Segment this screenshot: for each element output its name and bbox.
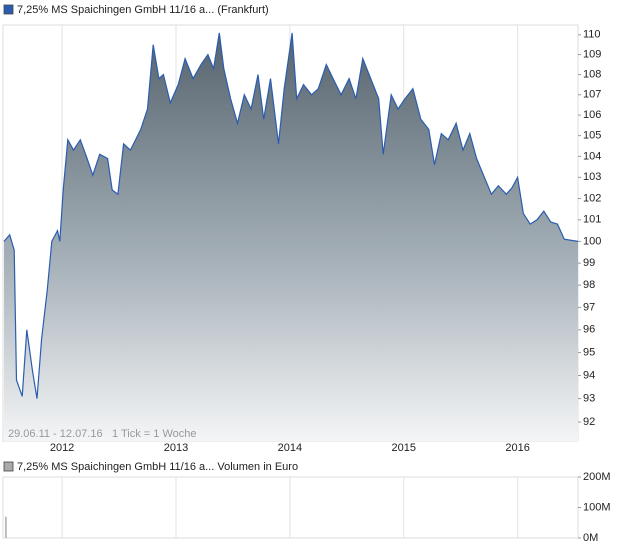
y-tick-label: 94 bbox=[583, 369, 595, 381]
y-tick-label: 104 bbox=[583, 150, 601, 162]
annotation: 29.06.11 - 12.07.16 bbox=[8, 428, 103, 440]
x-tick-label: 2016 bbox=[505, 442, 529, 454]
legend-swatch bbox=[3, 461, 14, 472]
y-tick-label: 103 bbox=[583, 171, 601, 183]
y-tick-label: 105 bbox=[583, 130, 601, 142]
annotation: 1 Tick = 1 Woche bbox=[112, 428, 196, 440]
x-tick-label: 2012 bbox=[50, 442, 74, 454]
y-tick-label: 95 bbox=[583, 346, 595, 358]
y-tick-label: 102 bbox=[583, 192, 601, 204]
y-tick-label: 108 bbox=[583, 68, 601, 80]
y-tick-label: 0M bbox=[583, 532, 598, 544]
plot-frame bbox=[2, 476, 579, 539]
price-line bbox=[3, 32, 579, 399]
y-tick-label: 99 bbox=[583, 257, 595, 269]
y-tick-label: 93 bbox=[583, 393, 595, 405]
x-tick-label: 2015 bbox=[392, 442, 416, 454]
y-tick-label: 96 bbox=[583, 324, 595, 336]
y-tick-label: 98 bbox=[583, 279, 595, 291]
y-tick-label: 110 bbox=[583, 29, 601, 41]
legend-label: 7,25% MS Spaichingen GmbH 11/16 a... Vol… bbox=[17, 461, 298, 473]
x-tick-label: 2014 bbox=[278, 442, 302, 454]
y-tick-label: 92 bbox=[583, 416, 595, 428]
legend-label: 7,25% MS Spaichingen GmbH 11/16 a... (Fr… bbox=[17, 4, 269, 16]
area-fill bbox=[4, 32, 578, 442]
legend-swatch bbox=[3, 4, 14, 15]
y-tick-label: 100 bbox=[583, 235, 601, 247]
x-tick-label: 2013 bbox=[164, 442, 188, 454]
y-tick-label: 97 bbox=[583, 301, 595, 313]
y-tick-label: 109 bbox=[583, 49, 601, 61]
volume-bar bbox=[5, 516, 7, 538]
y-tick-label: 107 bbox=[583, 89, 601, 101]
y-tick-label: 106 bbox=[583, 109, 601, 121]
y-tick-label: 101 bbox=[583, 214, 601, 226]
y-tick-label: 100M bbox=[583, 501, 611, 513]
y-tick-label: 200M bbox=[583, 471, 611, 483]
